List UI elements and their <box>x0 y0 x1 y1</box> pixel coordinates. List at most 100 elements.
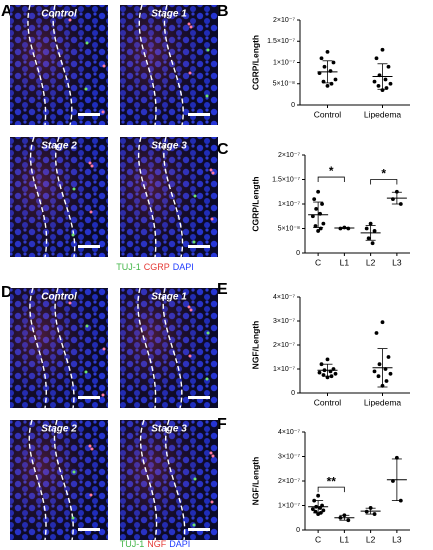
data-point <box>320 202 324 206</box>
stain-name: DAPI <box>169 539 190 549</box>
stain-spot <box>101 393 105 397</box>
stain-spot <box>85 41 89 45</box>
tissue-boundary <box>138 4 157 126</box>
data-point <box>328 369 333 374</box>
image-title: Stage 2 <box>41 141 77 152</box>
tissue-boundary <box>137 136 157 258</box>
data-point <box>368 506 373 510</box>
data-point <box>384 86 389 90</box>
stain-spot <box>210 217 214 221</box>
significance-bracket <box>370 179 398 185</box>
data-point <box>372 229 377 233</box>
data-point <box>384 379 389 383</box>
data-point <box>314 504 319 509</box>
image-title: Control <box>41 292 77 303</box>
stain-spot <box>188 354 192 358</box>
data-point <box>317 71 322 76</box>
data-point <box>316 189 321 194</box>
y-tick-label: 1×10⁻⁷ <box>273 366 295 373</box>
data-point <box>317 370 322 375</box>
data-point <box>322 368 327 373</box>
data-point <box>380 88 385 93</box>
data-point <box>366 236 371 241</box>
x-tick-label: C <box>315 257 321 267</box>
stain-spot <box>210 500 214 504</box>
stain-spot <box>192 523 196 527</box>
data-point <box>331 367 336 371</box>
data-point <box>398 202 403 206</box>
y-axis-label: CGRP/Length <box>250 176 260 231</box>
data-point <box>372 79 377 84</box>
significance-label: ** <box>327 474 337 488</box>
y-tick-label: 1×10⁻⁷ <box>278 502 300 509</box>
data-point <box>333 77 338 82</box>
data-point <box>374 331 379 335</box>
data-point <box>377 73 382 78</box>
data-point <box>383 77 388 82</box>
scale-bar <box>188 528 210 531</box>
stain-spot <box>72 470 76 474</box>
stain-spot <box>89 493 93 497</box>
y-tick-label: 0 <box>296 250 300 257</box>
scale-bar <box>78 528 100 531</box>
x-tick-label: C <box>315 534 321 544</box>
scale-bar <box>78 245 100 248</box>
data-point <box>318 506 322 510</box>
data-point <box>370 241 375 246</box>
image-title: Stage 2 <box>41 424 77 435</box>
micrograph-tint <box>10 137 108 257</box>
data-point <box>338 226 343 231</box>
stain-name: DAPI <box>173 262 194 272</box>
stain-spot <box>90 447 94 451</box>
data-point <box>316 229 321 233</box>
tissue-boundary <box>29 287 47 409</box>
data-point <box>319 362 324 367</box>
stain-spot <box>193 194 197 198</box>
stain-spot <box>211 171 215 175</box>
stain-spot <box>71 233 75 237</box>
stain-spot <box>189 25 193 29</box>
data-point <box>388 81 393 86</box>
data-point <box>364 509 369 514</box>
stain-spot <box>68 18 72 22</box>
significance-bracket <box>317 486 345 493</box>
stain-spot <box>88 161 92 165</box>
x-tick-label: L2 <box>366 257 376 267</box>
y-axis-label: NGF/Length <box>250 457 260 506</box>
stain-spot <box>90 164 94 168</box>
y-tick-label: 1×10⁻⁷ <box>278 201 300 208</box>
stain-spot <box>71 516 75 520</box>
x-tick-label: L2 <box>366 534 376 544</box>
panel-letter: F <box>217 416 227 433</box>
stain-spot <box>193 477 197 481</box>
stain-legend: TUJ-1 NGF DAPI <box>120 539 191 549</box>
data-point <box>325 49 330 54</box>
scale-bar <box>78 396 100 399</box>
data-point <box>310 507 315 512</box>
data-point <box>321 373 326 377</box>
data-point <box>312 197 317 202</box>
data-point <box>318 226 323 231</box>
significance-label: * <box>329 164 334 178</box>
micrograph-tint <box>120 288 218 408</box>
y-tick-label: 5×10⁻⁸ <box>278 225 300 232</box>
data-point <box>376 374 381 379</box>
image-title: Stage 3 <box>151 141 187 152</box>
data-point <box>380 47 385 52</box>
data-point <box>338 515 343 520</box>
data-point <box>329 81 334 86</box>
significance-label: * <box>381 167 386 181</box>
micrograph-tint <box>120 5 218 125</box>
stain-spot <box>187 305 191 309</box>
data-point <box>312 498 317 503</box>
x-tick-label: L3 <box>392 257 402 267</box>
stain-name: NGF <box>147 539 167 549</box>
data-point <box>313 224 318 228</box>
data-point <box>346 226 351 231</box>
data-point <box>398 498 403 503</box>
y-tick-label: 2×10⁻⁷ <box>278 478 300 485</box>
stain-spot <box>206 48 210 52</box>
y-tick-label: 1.5×10⁻⁷ <box>267 38 295 45</box>
y-tick-label: 3×10⁻⁷ <box>273 318 295 325</box>
y-tick-label: 1×10⁻⁷ <box>273 59 295 66</box>
